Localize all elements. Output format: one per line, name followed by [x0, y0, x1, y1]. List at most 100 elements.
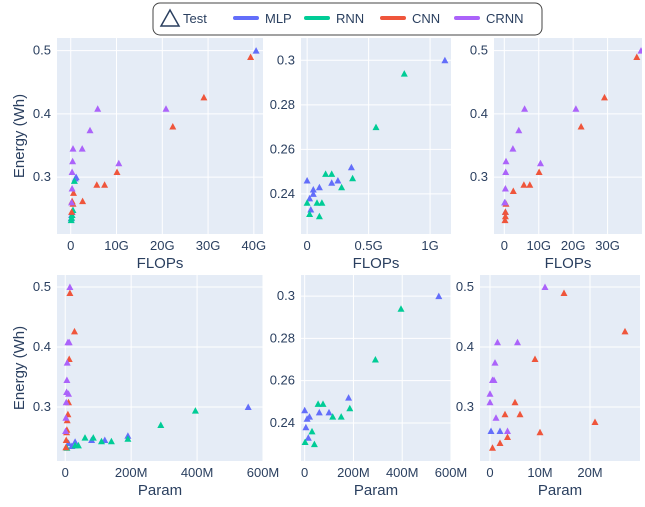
point-cnn [621, 327, 629, 335]
point-crnn [541, 283, 549, 290]
point-crnn [494, 338, 501, 346]
point-crnn [490, 376, 498, 383]
point-crnn [514, 338, 521, 346]
point-cnn [62, 443, 70, 451]
point-rnn [157, 421, 165, 428]
y-tick-label: 0.5 [470, 43, 488, 58]
point-cnn [71, 327, 78, 335]
point-rnn [191, 407, 199, 414]
point-mlp [309, 186, 317, 193]
y-axis-title: Energy (Wh) [11, 94, 28, 178]
point-cnn [62, 436, 70, 443]
point-mlp [441, 56, 449, 64]
point-rnn [74, 441, 82, 449]
x-tick-label: 0.5G [355, 238, 383, 253]
point-rnn [314, 400, 322, 407]
point-rnn [98, 437, 105, 445]
point-rnn [124, 435, 132, 442]
point-crnn [62, 398, 70, 406]
point-crnn [62, 414, 70, 421]
point-rnn [371, 356, 379, 363]
point-rnn [318, 199, 326, 206]
y-tick-label: 0.4 [470, 106, 488, 121]
point-cnn [531, 355, 539, 362]
point-cnn [101, 181, 109, 188]
x-axis-title: Param [138, 482, 182, 499]
point-cnn [70, 189, 77, 196]
y-tick-label: 0.4 [33, 339, 51, 354]
point-cnn [535, 168, 543, 175]
point-cnn [501, 208, 509, 215]
point-crnn [63, 376, 71, 383]
x-tick-label: 0 [67, 238, 74, 253]
x-tick-label: 10G [104, 238, 129, 253]
x-tick-label: 0 [501, 238, 508, 253]
point-crnn [115, 159, 123, 167]
x-tick-label: 30G [595, 238, 620, 253]
point-crnn [486, 390, 494, 397]
point-cnn [560, 289, 568, 296]
legend-test-marker-icon [159, 8, 181, 27]
point-cnn [511, 398, 519, 406]
point-rnn [313, 199, 321, 206]
subplot-bottom-middle: 0 200M 400M 600M 0.24 0.26 0.28 0.3 Param [270, 275, 468, 499]
point-mlp [302, 423, 310, 431]
x-tick-label: 20M [577, 465, 602, 480]
point-mlp [345, 394, 353, 401]
plot-area [301, 275, 451, 461]
point-rnn [303, 199, 311, 206]
legend-label-crnn: CRNN [486, 11, 524, 26]
point-crnn [68, 168, 76, 175]
point-cnn [169, 123, 177, 130]
subplot-top-left: 0 10G 20G 30G 40G 0.3 0.4 0.5 FLOPs Energy (Wh) [11, 38, 266, 272]
y-tick-label: 0.5 [33, 279, 51, 294]
point-cnn [536, 428, 544, 436]
point-crnn [521, 105, 529, 112]
point-cnn [501, 212, 509, 220]
point-crnn [66, 283, 74, 290]
point-crnn [94, 105, 102, 112]
point-rnn [107, 437, 115, 445]
point-crnn [86, 126, 94, 134]
x-tick-label: 0 [62, 465, 69, 480]
subplot-bottom-left: 0 200M 400M 600M 0.3 0.4 0.5 Param Energy (Wh) [11, 275, 279, 499]
x-tick-label: 20G [561, 238, 586, 253]
y-tick-label: 0.5 [456, 279, 474, 294]
point-crnn [502, 157, 510, 165]
point-cnn [113, 168, 121, 175]
point-crnn [69, 157, 77, 165]
y-tick-label: 0.3 [33, 399, 51, 414]
point-mlp [487, 427, 495, 434]
point-rnn [328, 170, 336, 177]
legend-label-cnn: CNN [412, 11, 440, 26]
y-tick-label: 0.3 [277, 52, 295, 67]
point-cnn [200, 93, 208, 101]
x-axis-title: FLOPs [545, 255, 592, 272]
point-crnn [65, 390, 72, 397]
point-cnn [601, 93, 608, 101]
y-tick-label: 0.4 [456, 339, 474, 354]
x-tick-label: 0 [486, 465, 493, 480]
point-mlp [303, 177, 311, 184]
y-tick-label: 0.4 [33, 106, 51, 121]
point-rnn [301, 438, 309, 445]
point-mlp [334, 177, 342, 184]
point-cnn [93, 181, 101, 188]
point-mlp [252, 47, 260, 54]
point-rnn [346, 404, 354, 412]
point-crnn [502, 168, 510, 175]
point-cnn [79, 197, 87, 205]
point-crnn [78, 145, 86, 152]
point-mlp [328, 179, 336, 186]
point-cnn [526, 181, 534, 188]
x-tick-label: 10M [527, 465, 552, 480]
y-axis-title: Energy (Wh) [11, 326, 28, 410]
x-tick-label: 20G [150, 238, 175, 253]
subplot-bottom-right: 0 10M 20M 0.3 0.4 0.5 Param [456, 275, 640, 499]
point-crnn [491, 359, 499, 366]
markers [303, 56, 449, 220]
subplot-top-right: 0 10G 20G 30G 0.3 0.4 0.5 FLOPs [470, 38, 642, 272]
point-rnn [306, 210, 314, 217]
x-tick-label: 1G [421, 238, 438, 253]
x-tick-label: 600M [435, 465, 468, 480]
